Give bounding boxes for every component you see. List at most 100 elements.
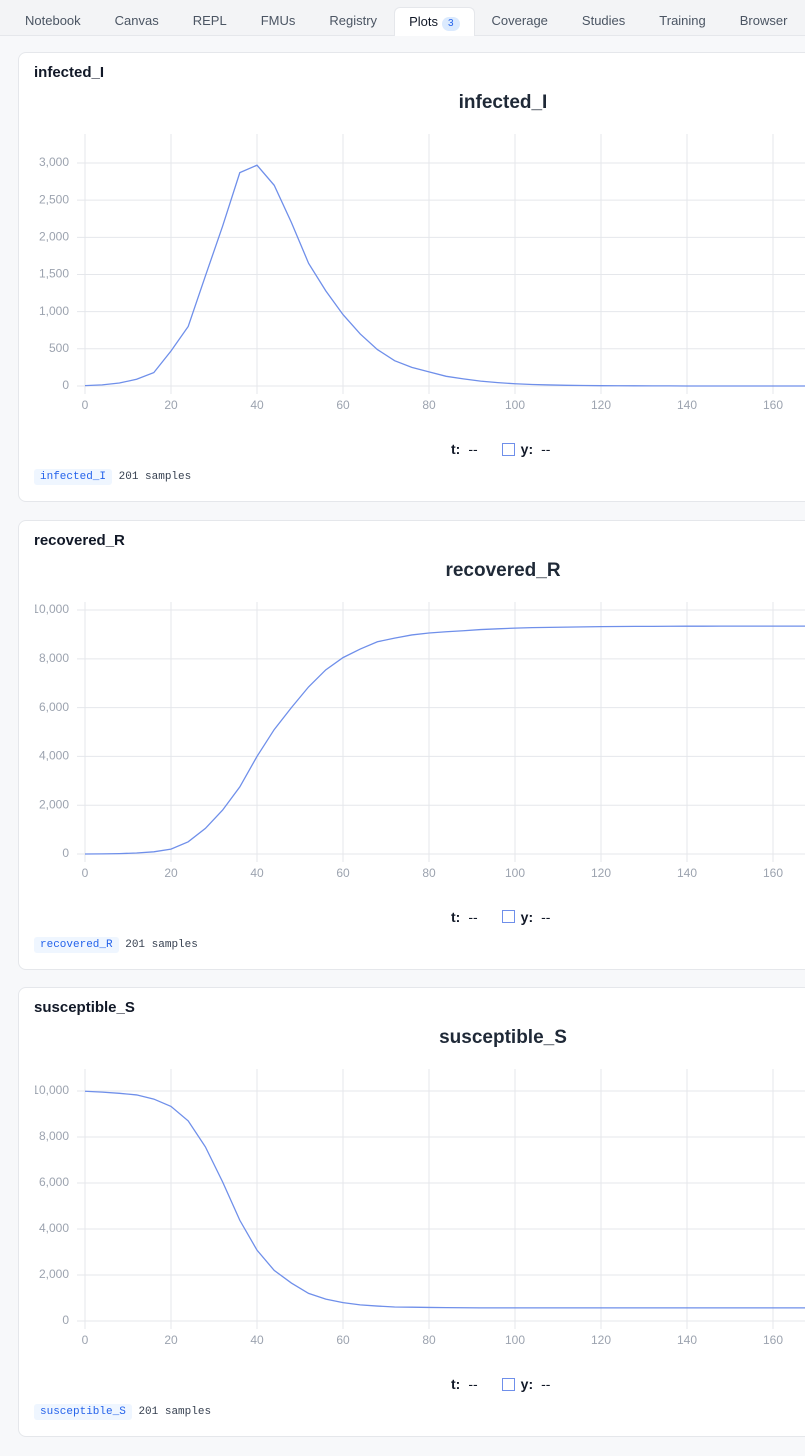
legend-swatch [501, 910, 515, 923]
x-tick-label: 0 [82, 866, 89, 880]
chart: infected_I 0 500 1,000 1,500 2,000 2,500 3,000 0… [39, 92, 805, 412]
y-tick-labels: 0 2,000 4,000 6,000 8,000 10,000 [32, 602, 69, 860]
y-tick-label: 0 [62, 846, 69, 860]
x-tick-label: 160 [763, 1333, 783, 1347]
series-line [84, 625, 805, 855]
chart-title: susceptible_S [439, 1027, 567, 1048]
x-tick-label: 140 [677, 866, 697, 880]
tab-label: Browser [739, 13, 788, 28]
y-tick-label: 8,000 [39, 651, 69, 665]
legend-y-value: -- [541, 441, 551, 457]
y-tick-label: 4,000 [39, 1221, 69, 1235]
plot-card: infected_I infected_I 0 500 1,000 1,500 2,000 2… [18, 52, 805, 502]
x-tick-label: 20 [164, 398, 178, 412]
legend-swatch [501, 442, 515, 456]
x-tick-label: 0 [82, 398, 89, 412]
series-tag: infected_I [34, 469, 113, 485]
x-tick-label: 40 [250, 866, 264, 880]
tab-label: Studies [581, 13, 626, 28]
sample-count: 201 samples [125, 938, 198, 951]
tab[interactable]: Canvas [98, 0, 176, 35]
y-tick-label: 0 [62, 378, 69, 392]
tab-label: Notebook [25, 13, 81, 28]
legend-x-label: t: [451, 908, 461, 925]
y-tick-label: 2,500 [39, 192, 69, 206]
y-tick-label: 10,000 [32, 1083, 69, 1097]
plot-card: recovered_R recovered_R 0 2,000 4,000 6,000 8,… [18, 519, 805, 970]
y-tick-label: 2,000 [39, 1267, 69, 1281]
tab[interactable]: Notebook [8, 0, 98, 35]
tab[interactable]: Training [642, 0, 722, 35]
chart-title: recovered_R [445, 560, 560, 581]
x-tick-label: 100 [505, 1333, 525, 1347]
tab[interactable]: Studies [565, 0, 642, 35]
plot-footer: recovered_R 201 samples [34, 936, 198, 953]
tab[interactable]: Coverage [475, 0, 565, 35]
series-tag: recovered_R [34, 936, 119, 953]
tab-badge: 3 [441, 17, 460, 31]
x-tick-label: 120 [591, 1333, 611, 1347]
hover-legend: t: -- y: -- [451, 441, 550, 457]
y-tick-label: 8,000 [39, 1129, 69, 1143]
legend-x-value: -- [468, 908, 478, 925]
y-tick-label: 6,000 [39, 699, 69, 713]
tab-bar: Notebook Canvas REPL FMUs Registry Plots 3 Cove… [0, 0, 805, 36]
sample-count: 201 samples [118, 471, 192, 483]
x-tick-label: 60 [336, 398, 350, 412]
x-tick-label: 40 [250, 1333, 264, 1347]
y-tick-label: 1,000 [39, 304, 69, 318]
legend-x-label: t: [451, 1376, 461, 1392]
plot-heading: susceptible_S [34, 999, 135, 1016]
y-tick-labels: 0 2,000 4,000 6,000 8,000 10,000 [32, 1083, 69, 1327]
tab-label: Canvas [114, 13, 159, 28]
y-tick-label: 4,000 [39, 748, 69, 762]
tab-label: Registry [329, 13, 378, 28]
x-tick-label: 60 [336, 866, 350, 880]
x-tick-label: 100 [505, 398, 525, 412]
y-tick-label: 2,000 [39, 797, 69, 811]
tab[interactable]: FMUs [244, 0, 313, 35]
y-tick-label: 0 [62, 1313, 69, 1327]
x-tick-label: 80 [422, 398, 436, 412]
tab[interactable]: Plots 3 [394, 7, 475, 36]
legend-y-value: -- [541, 1376, 551, 1392]
tab[interactable]: REPL [176, 0, 244, 35]
series-tag: susceptible_S [34, 1404, 132, 1420]
tab[interactable]: Browser [723, 0, 805, 35]
y-tick-label: 500 [49, 341, 69, 355]
legend-y-label: y: [520, 908, 534, 925]
plot-card: susceptible_S susceptible_S 0 2,000 4,000 6,0… [18, 987, 805, 1437]
x-tick-label: 0 [82, 1333, 89, 1347]
series-line [84, 1090, 805, 1309]
x-tick-label: 140 [677, 398, 697, 412]
y-tick-label: 10,000 [32, 602, 69, 616]
hover-legend: t: -- y: -- [451, 909, 550, 925]
x-tick-label: 20 [164, 866, 178, 880]
chart-title: infected_I [459, 92, 548, 113]
tab-label: REPL [192, 13, 227, 28]
x-tick-label: 140 [677, 1333, 697, 1347]
chart: recovered_R 0 2,000 4,000 6,000 8,000 10,000 0 2… [32, 560, 805, 880]
plot-heading: infected_I [34, 64, 105, 81]
y-tick-label: 1,500 [39, 267, 69, 281]
x-tick-label: 120 [591, 398, 611, 412]
x-tick-label: 60 [336, 1333, 350, 1347]
y-tick-label: 3,000 [39, 155, 69, 169]
sample-count: 201 samples [138, 1406, 212, 1418]
legend-x-value: -- [468, 1376, 478, 1392]
plot-footer: infected_I 201 samples [34, 469, 192, 485]
legend-x-value: -- [468, 441, 478, 457]
legend-y-label: y: [520, 1376, 534, 1392]
x-tick-label: 20 [164, 1333, 178, 1347]
y-tick-label: 2,000 [39, 229, 69, 243]
x-tick-label: 100 [505, 866, 525, 880]
tab[interactable]: Registry [312, 0, 394, 35]
legend-y-label: y: [520, 441, 534, 457]
tab-label: FMUs [260, 13, 296, 28]
plot-heading: recovered_R [34, 531, 125, 549]
legend-x-label: t: [451, 441, 461, 457]
x-tick-label: 40 [250, 398, 264, 412]
x-tick-label: 160 [763, 398, 783, 412]
y-tick-label: 6,000 [39, 1175, 69, 1189]
